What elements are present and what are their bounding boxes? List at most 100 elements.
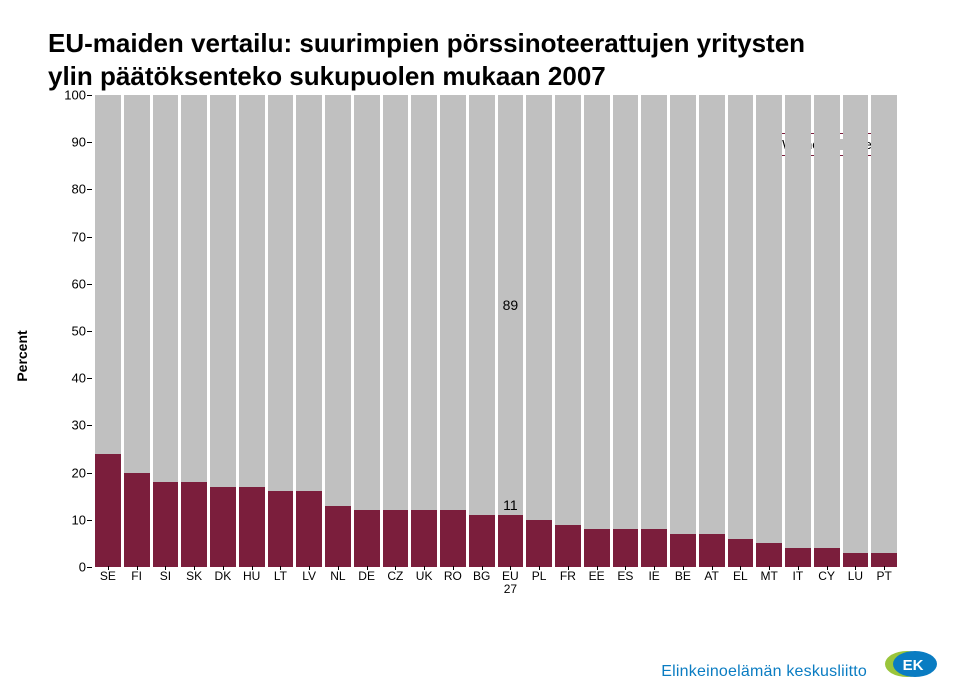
x-tick-mark xyxy=(568,566,569,570)
x-tick-mark xyxy=(740,566,741,570)
bar-column xyxy=(756,95,782,567)
x-tick-mark xyxy=(280,566,281,570)
x-tick-mark xyxy=(855,566,856,570)
x-tick-mark xyxy=(223,566,224,570)
x-tick-mark xyxy=(654,566,655,570)
x-tick-mark xyxy=(683,566,684,570)
bar-women xyxy=(699,534,725,567)
x-axis-label: PL xyxy=(526,570,552,596)
x-axis-label: DK xyxy=(210,570,236,596)
bar-women xyxy=(756,543,782,567)
x-axis-label: AT xyxy=(699,570,725,596)
x-axis-label: CZ xyxy=(383,570,409,596)
bar-men xyxy=(296,95,322,491)
bar-column xyxy=(383,95,409,567)
slide: EU-maiden vertailu: suurimpien pörssinot… xyxy=(0,0,959,695)
bar-women xyxy=(584,529,610,567)
x-tick-mark xyxy=(252,566,253,570)
bar-column xyxy=(124,95,150,567)
bar-column xyxy=(210,95,236,567)
x-axis-label: UK xyxy=(411,570,437,596)
footer-text: Elinkeinoelämän keskusliitto xyxy=(661,663,867,681)
bar-column xyxy=(268,95,294,567)
x-tick-mark xyxy=(309,566,310,570)
footer: Elinkeinoelämän keskusliitto EK xyxy=(0,643,959,695)
x-axis-label: BE xyxy=(670,570,696,596)
bar-women xyxy=(871,553,897,567)
bar-men xyxy=(613,95,639,529)
x-axis-label: SE xyxy=(95,570,121,596)
plot-area: Women Men 8911 xyxy=(92,95,900,567)
y-axis-label: Percent xyxy=(14,330,30,381)
bar-women xyxy=(296,491,322,567)
x-tick-mark xyxy=(769,566,770,570)
y-tick-label: 100 xyxy=(64,88,86,103)
x-tick-mark xyxy=(482,566,483,570)
bar-men xyxy=(325,95,351,506)
x-axis-label: HU xyxy=(239,570,265,596)
bar-women xyxy=(181,482,207,567)
x-tick-mark xyxy=(108,566,109,570)
bar-women xyxy=(383,510,409,567)
bar-column xyxy=(728,95,754,567)
y-tick-label: 50 xyxy=(72,324,86,339)
y-tick-label: 80 xyxy=(72,182,86,197)
bar-men xyxy=(584,95,610,529)
y-axis: 0102030405060708090100 xyxy=(40,95,92,567)
bar-men xyxy=(555,95,581,525)
bar-men xyxy=(756,95,782,543)
bar-men xyxy=(469,95,495,515)
bar-men xyxy=(210,95,236,487)
x-axis-label: LU xyxy=(843,570,869,596)
bar-men xyxy=(641,95,667,529)
bar-men xyxy=(181,95,207,482)
x-tick-mark xyxy=(625,566,626,570)
y-tick-label: 70 xyxy=(72,229,86,244)
bar-women xyxy=(469,515,495,567)
bar-men xyxy=(843,95,869,553)
bar-women xyxy=(728,539,754,567)
bar-column xyxy=(814,95,840,567)
bar-women xyxy=(124,473,150,567)
x-tick-mark xyxy=(597,566,598,570)
x-tick-mark xyxy=(137,566,138,570)
bar-women xyxy=(670,534,696,567)
x-axis-label: NL xyxy=(325,570,351,596)
bar-column xyxy=(440,95,466,567)
bar-men xyxy=(526,95,552,520)
bar-men xyxy=(670,95,696,534)
bar-men xyxy=(871,95,897,553)
bar-men xyxy=(153,95,179,482)
x-axis-label: FI xyxy=(124,570,150,596)
bar-men xyxy=(785,95,811,548)
bar-column xyxy=(785,95,811,567)
bar-women xyxy=(498,515,524,567)
eu-women-value-label: 11 xyxy=(503,497,518,513)
x-tick-mark xyxy=(424,566,425,570)
bar-women xyxy=(613,529,639,567)
y-tick-label: 90 xyxy=(72,135,86,150)
bar-column xyxy=(354,95,380,567)
x-axis-label: CY xyxy=(814,570,840,596)
x-tick-mark xyxy=(539,566,540,570)
bar-column xyxy=(469,95,495,567)
bar-men xyxy=(95,95,121,454)
bar-column xyxy=(871,95,897,567)
svg-text:EK: EK xyxy=(903,657,924,674)
x-axis-label: PT xyxy=(871,570,897,596)
x-axis-label: EU27 xyxy=(498,570,524,596)
x-axis-label: EE xyxy=(584,570,610,596)
ek-logo-icon: EK xyxy=(877,644,939,689)
bar-column xyxy=(613,95,639,567)
bar-column xyxy=(325,95,351,567)
bar-women xyxy=(354,510,380,567)
bar-column xyxy=(153,95,179,567)
eu-men-value-label: 89 xyxy=(503,297,519,313)
x-axis-label: IT xyxy=(785,570,811,596)
y-tick-mark xyxy=(87,567,92,568)
y-tick-label: 60 xyxy=(72,276,86,291)
bar-column xyxy=(699,95,725,567)
x-tick-mark xyxy=(510,566,511,570)
bar-column: 89 11 xyxy=(498,95,524,567)
bar-column xyxy=(670,95,696,567)
